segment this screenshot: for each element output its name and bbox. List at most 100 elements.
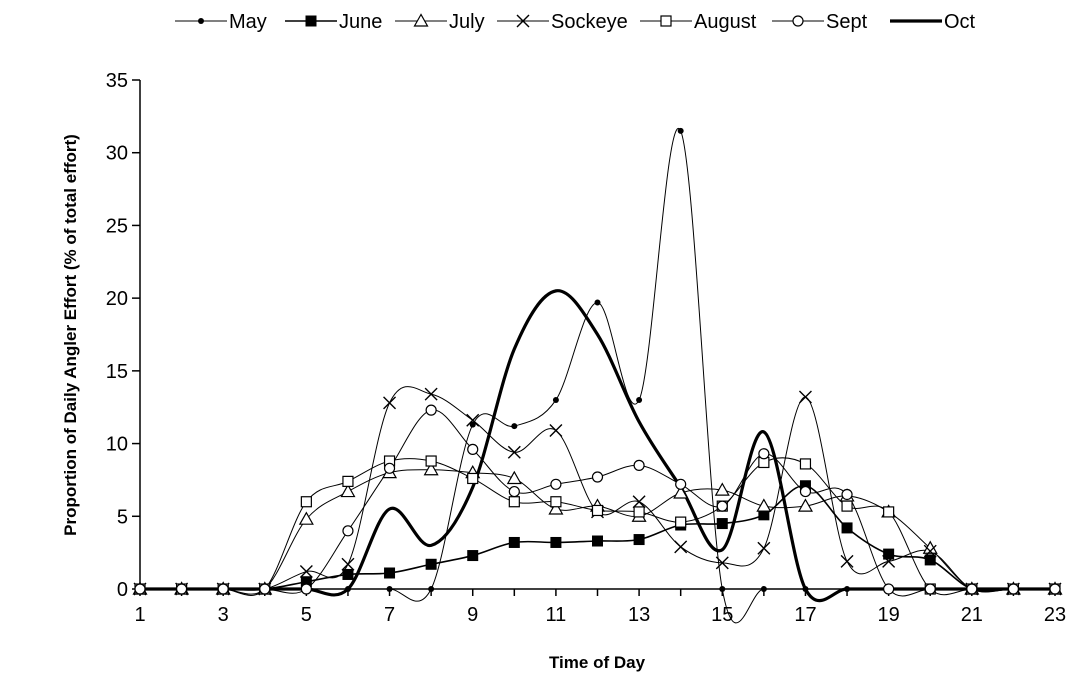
- data-point-may: [760, 586, 767, 592]
- data-point-may: [636, 396, 643, 403]
- data-point-sept: [217, 583, 229, 595]
- data-point-sept: [550, 478, 562, 490]
- data-point-august: [342, 475, 354, 487]
- data-point-july: [506, 470, 522, 485]
- legend-label: May: [229, 11, 267, 33]
- data-point-may: [344, 586, 351, 592]
- x-tick-label: 23: [1044, 604, 1066, 626]
- data-point-sockeye: [549, 423, 563, 437]
- x-tick-label: 1: [134, 604, 145, 626]
- data-point-july: [756, 498, 772, 512]
- data-point-sept: [300, 583, 312, 595]
- series-markers: [132, 127, 1063, 596]
- y-tick-label: 15: [106, 361, 128, 383]
- legend-item-august: August: [640, 11, 757, 33]
- data-point-sept: [508, 485, 520, 498]
- data-point-june: [716, 518, 728, 530]
- data-point-sockeye: [299, 565, 313, 579]
- data-point-august: [591, 504, 604, 517]
- x-tick-label: 19: [878, 604, 900, 626]
- x-tick-label: 11: [546, 604, 567, 626]
- y-tick-label: 0: [117, 579, 128, 601]
- data-point-sockeye: [507, 445, 521, 459]
- data-point-sockeye: [715, 556, 729, 570]
- data-point-june: [758, 509, 770, 521]
- legend-label: Sept: [826, 11, 868, 33]
- data-point-sept: [758, 448, 770, 460]
- data-point-sept: [467, 443, 479, 455]
- x-tick-label: 7: [384, 604, 395, 626]
- legend-swatch-marker: [792, 15, 804, 27]
- legend-item-oct: Oct: [890, 11, 976, 33]
- data-point-sept: [1007, 583, 1020, 595]
- data-point-august: [841, 500, 853, 512]
- y-tick-label: 10: [106, 434, 128, 456]
- series-line-may: [140, 127, 1055, 624]
- data-point-july: [298, 511, 314, 525]
- data-point-sept: [134, 583, 146, 595]
- y-tick-label: 20: [106, 288, 128, 310]
- series-line-sockeye: [140, 386, 1055, 593]
- legend-item-sept: Sept: [772, 11, 868, 33]
- data-point-june: [384, 567, 396, 579]
- legend-label: Oct: [944, 11, 976, 33]
- data-point-may: [552, 396, 559, 403]
- data-point-june: [799, 480, 811, 492]
- data-point-sept: [383, 462, 396, 474]
- data-point-sockeye: [882, 554, 896, 568]
- data-point-sept: [924, 583, 936, 595]
- data-point-june: [550, 536, 562, 548]
- legend-item-sockeye: Sockeye: [497, 11, 628, 33]
- data-point-june: [633, 534, 645, 546]
- data-point-sept: [633, 459, 645, 471]
- data-point-july: [340, 483, 356, 498]
- legend-label: August: [694, 11, 757, 33]
- x-tick-label: 9: [467, 604, 478, 626]
- data-point-july: [797, 498, 813, 512]
- legend: May June July Sockeye August Sept Oct: [175, 11, 976, 33]
- legend-label: Sockeye: [551, 11, 628, 33]
- data-point-may: [469, 421, 476, 428]
- series-lines: [140, 127, 1055, 624]
- legend-item-june: June: [285, 11, 382, 33]
- data-point-sept: [259, 583, 271, 595]
- data-point-august: [883, 506, 895, 518]
- data-point-sept: [425, 404, 437, 416]
- data-point-may: [719, 586, 726, 592]
- legend-label: June: [339, 11, 382, 33]
- x-ticks: 1 3 5 7 9 11 13 15 17 19 21 23: [134, 589, 1066, 626]
- legend-swatch-marker: [413, 13, 429, 27]
- data-point-sockeye: [466, 413, 480, 427]
- y-tick-label: 35: [106, 70, 128, 92]
- data-point-may: [802, 586, 809, 592]
- data-point-sept: [966, 583, 978, 595]
- data-point-june: [883, 548, 895, 560]
- data-point-july: [714, 482, 730, 496]
- data-point-sockeye: [840, 554, 854, 568]
- data-point-june: [924, 554, 936, 566]
- data-point-sockeye: [341, 557, 355, 571]
- data-point-june: [841, 522, 853, 534]
- legend-item-may: May: [175, 11, 267, 33]
- legend-swatch-marker: [660, 15, 672, 27]
- series-line-july: [140, 469, 1055, 595]
- data-point-july: [548, 501, 564, 515]
- data-point-may: [677, 127, 684, 134]
- data-point-august: [633, 506, 645, 518]
- data-point-sept: [841, 488, 853, 501]
- data-point-sockeye: [923, 544, 937, 558]
- data-point-may: [428, 586, 435, 592]
- x-tick-label: 13: [628, 604, 650, 626]
- y-ticks: 0 5 10 15 20 25 30 35: [106, 70, 140, 601]
- data-point-sept: [1049, 583, 1061, 595]
- legend-swatch-marker: [198, 18, 204, 24]
- x-tick-label: 3: [218, 604, 229, 626]
- y-tick-label: 30: [106, 143, 128, 165]
- data-point-june: [508, 536, 520, 548]
- data-point-august: [300, 496, 312, 508]
- data-point-august: [550, 496, 562, 508]
- x-tick-label: 17: [794, 604, 816, 626]
- data-point-sockeye: [757, 541, 771, 555]
- data-point-august: [799, 458, 812, 470]
